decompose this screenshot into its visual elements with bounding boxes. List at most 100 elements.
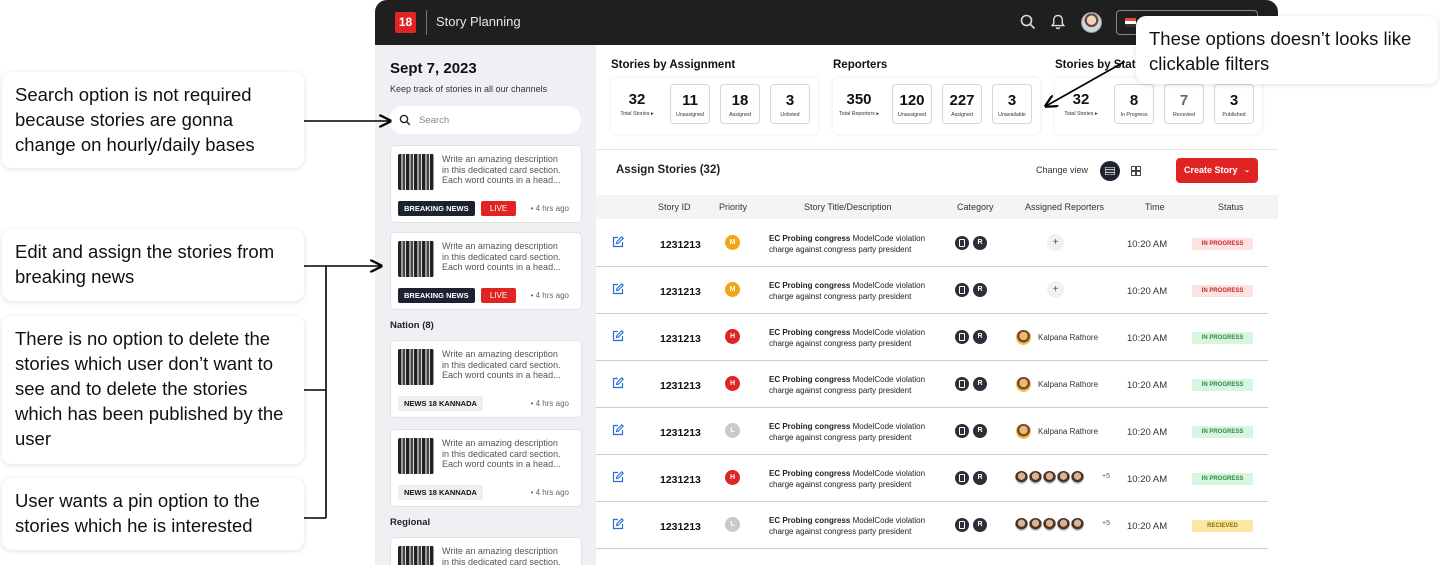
stat-reporters-assigned[interactable]: 227 Assigned xyxy=(942,84,982,124)
channel-badge: NEWS 18 KANNADA xyxy=(398,396,483,411)
reporter-avatar xyxy=(1028,517,1043,532)
status-badge[interactable]: IN PROGRESS xyxy=(1192,379,1253,391)
story-time: 10:20 AM xyxy=(1127,427,1168,438)
table-row[interactable]: 1231213 M EC Probing congress ModelCode vi… xyxy=(596,220,1268,267)
note-filters-not-clickable: These options doesn’t looks like clickabl… xyxy=(1136,16,1438,84)
stat-assigned[interactable]: 18 Assigned xyxy=(720,84,760,124)
col-category[interactable]: Category xyxy=(957,202,994,212)
status-badge[interactable]: IN PROGRESS xyxy=(1192,426,1253,438)
search-box[interactable] xyxy=(389,106,581,134)
story-time: 10:20 AM xyxy=(1127,333,1168,344)
time-ago: • 4 hrs ago xyxy=(530,204,569,213)
assign-stories-title: Assign Stories (32) xyxy=(616,164,721,176)
stat-total-stories[interactable]: 32 Total Stories ▸ xyxy=(620,91,654,117)
status-badge[interactable]: IN PROGRESS xyxy=(1192,332,1253,344)
priority-badge: H xyxy=(725,329,740,344)
category-device-icon xyxy=(955,518,969,532)
story-title[interactable]: EC Probing congress ModelCode violation c… xyxy=(769,422,926,442)
story-card[interactable]: Write an amazing description in this dedi… xyxy=(390,537,582,565)
note-no-delete: There is no option to delete the stories … xyxy=(2,316,304,464)
stat-status-total[interactable]: 32 Total Stories ▸ xyxy=(1064,91,1098,117)
story-card[interactable]: Write an amazing description in this dedi… xyxy=(390,232,582,310)
main-panel: Stories by Assignment 32 Total Stories ▸ … xyxy=(596,45,1278,565)
stat-reporters-unavailable[interactable]: 3 Unavailable xyxy=(992,84,1032,124)
story-description: Write an amazing description in this dedi… xyxy=(442,154,561,185)
story-title[interactable]: EC Probing congress ModelCode violation c… xyxy=(769,469,926,489)
live-badge: LIVE xyxy=(481,201,516,216)
status-badge[interactable]: RECIEVED xyxy=(1192,520,1253,532)
chevron-down-icon: ⌄ xyxy=(1244,167,1250,174)
grid-view-button[interactable] xyxy=(1126,161,1146,181)
edit-icon[interactable] xyxy=(612,330,624,342)
story-card[interactable]: Write an amazing description in this dedi… xyxy=(390,340,582,418)
story-time: 10:20 AM xyxy=(1127,286,1168,297)
edit-icon[interactable] xyxy=(612,471,624,483)
change-view-label: Change view xyxy=(1036,165,1089,175)
reporter-avatar xyxy=(1056,470,1071,485)
assign-reporter-button[interactable]: + xyxy=(1047,281,1064,298)
edit-icon[interactable] xyxy=(612,236,624,248)
story-id: 1231213 xyxy=(660,521,701,533)
story-card[interactable]: Write an amazing description in this dedi… xyxy=(390,429,582,507)
time-ago: • 4 hrs ago xyxy=(530,488,569,497)
reporter-avatar xyxy=(1014,517,1029,532)
reporter-avatar-group[interactable]: +5 xyxy=(1014,517,1114,533)
story-title[interactable]: EC Probing congress ModelCode violation c… xyxy=(769,234,926,254)
col-time[interactable]: Time xyxy=(1145,202,1165,212)
list-view-button[interactable] xyxy=(1100,161,1120,181)
story-time: 10:20 AM xyxy=(1127,521,1168,532)
stat-unlisted[interactable]: 3 Unlisted xyxy=(770,84,810,124)
table-row[interactable]: 1231213 L EC Probing congress ModelCode vi… xyxy=(596,502,1268,549)
stat-reporters-unassigned[interactable]: 120 Unassigned xyxy=(892,84,932,124)
reporter-avatar[interactable] xyxy=(1016,424,1031,439)
table-row[interactable]: 1231213 L EC Probing congress ModelCode vi… xyxy=(596,408,1268,455)
user-avatar[interactable] xyxy=(1081,12,1102,33)
table-row[interactable]: 1231213 M EC Probing congress ModelCode vi… xyxy=(596,267,1268,314)
feed-date: Sept 7, 2023 xyxy=(390,60,477,77)
search-input[interactable] xyxy=(419,112,569,128)
story-description: Write an amazing description in this dedi… xyxy=(442,546,561,565)
stat-received[interactable]: 7 Recevied xyxy=(1164,84,1204,124)
brand-logo[interactable]: 18 xyxy=(395,12,416,33)
story-time: 10:20 AM xyxy=(1127,239,1168,250)
story-title[interactable]: EC Probing congress ModelCode violation c… xyxy=(769,516,926,536)
stats-reporters: 350 Total Reporters ▸ 120 Unassigned 227 As… xyxy=(833,78,1040,134)
col-assigned[interactable]: Assigned Reporters xyxy=(1025,202,1105,212)
stat-published[interactable]: 3 Published xyxy=(1214,84,1254,124)
reporter-avatar[interactable] xyxy=(1016,377,1031,392)
story-title[interactable]: EC Probing congress ModelCode violation c… xyxy=(769,281,926,301)
stat-total-reporters[interactable]: 350 Total Reporters ▸ xyxy=(839,91,880,117)
story-title[interactable]: EC Probing congress ModelCode violation c… xyxy=(769,375,926,395)
edit-icon[interactable] xyxy=(612,283,624,295)
edit-icon[interactable] xyxy=(612,424,624,436)
status-badge[interactable]: IN PROGRESS xyxy=(1192,473,1253,485)
reporter-avatar[interactable] xyxy=(1016,330,1031,345)
edit-icon[interactable] xyxy=(612,518,624,530)
status-badge[interactable]: IN PROGRESS xyxy=(1192,238,1253,250)
search-icon[interactable] xyxy=(1019,13,1037,31)
stats-reporters-title: Reporters xyxy=(833,59,888,71)
table-row[interactable]: 1231213 H EC Probing congress ModelCode vi… xyxy=(596,455,1268,502)
col-story-id[interactable]: Story ID xyxy=(658,202,691,212)
reporter-avatar-group[interactable]: +5 xyxy=(1014,470,1114,486)
category-region-badge: R xyxy=(973,283,987,297)
list-view-icon xyxy=(1105,167,1115,175)
create-story-button[interactable]: Create Story ⌄ xyxy=(1176,158,1258,183)
category-region-badge: R xyxy=(973,330,987,344)
table-row[interactable]: 1231213 H EC Probing congress ModelCode vi… xyxy=(596,361,1268,408)
story-card[interactable]: Write an amazing description in this dedi… xyxy=(390,145,582,223)
status-badge[interactable]: IN PROGRESS xyxy=(1192,285,1253,297)
col-status[interactable]: Status xyxy=(1218,202,1244,212)
col-priority[interactable]: Priority xyxy=(719,202,748,212)
story-title[interactable]: EC Probing congress ModelCode violation c… xyxy=(769,328,926,348)
stat-unassigned[interactable]: 11 Unassigned xyxy=(670,84,710,124)
time-ago: • 4 hrs ago xyxy=(530,399,569,408)
col-title[interactable]: Story Title/Description xyxy=(804,202,892,212)
edit-icon[interactable] xyxy=(612,377,624,389)
table-row[interactable]: 1231213 H EC Probing congress ModelCode vi… xyxy=(596,314,1268,361)
assign-reporter-button[interactable]: + xyxy=(1047,234,1064,251)
story-description: Write an amazing description in this dedi… xyxy=(442,349,561,380)
stats-status: 32 Total Stories ▸ 8 In Progress 7 Recevied… xyxy=(1055,78,1262,134)
bell-icon[interactable] xyxy=(1049,13,1067,31)
stat-in-progress[interactable]: 8 In Progress xyxy=(1114,84,1154,124)
